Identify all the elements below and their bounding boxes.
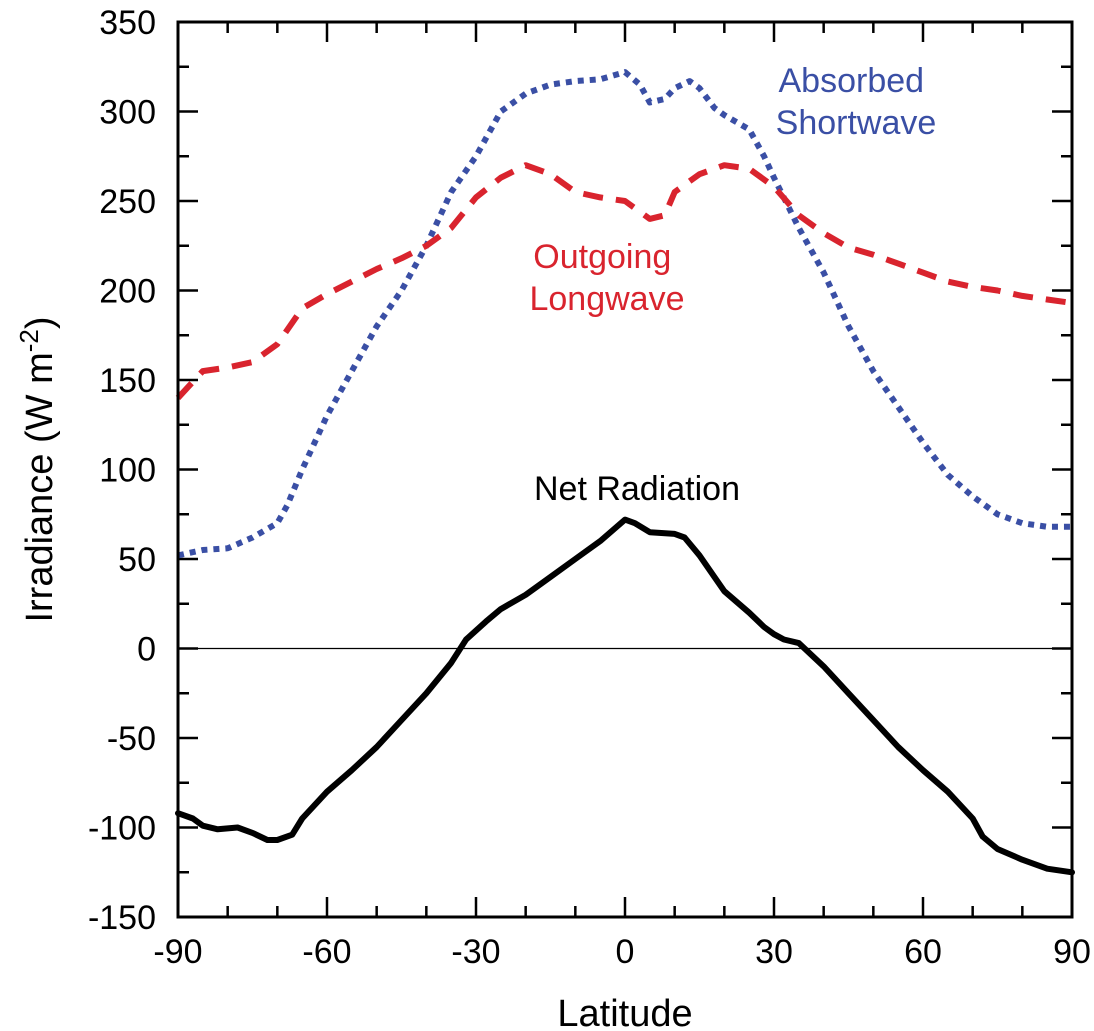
absorbed-shortwave-line — [177, 69, 1072, 559]
y-tick-label: 200 — [99, 273, 156, 311]
y-tick-label: 0 — [137, 631, 156, 669]
y-tick-label: 300 — [99, 94, 156, 132]
y-axis-title-main: Irradiance (W m — [19, 352, 61, 622]
net-radiation-label: Net Radiation — [534, 470, 740, 508]
x-axis-title: Latitude — [557, 993, 692, 1031]
y-axis-title: Irradiance (W m-2) — [14, 316, 61, 622]
y-tick-label: -50 — [107, 720, 156, 758]
y-tick-label: -100 — [88, 810, 156, 848]
x-tick-label: -60 — [302, 933, 351, 971]
y-tick-label: 350 — [99, 4, 156, 42]
y-tick-label: 250 — [99, 183, 156, 221]
x-tick-label: 0 — [616, 933, 635, 971]
series-lines — [175, 69, 1075, 876]
net-radiation-line — [175, 516, 1075, 876]
x-tick-label: 90 — [1053, 933, 1091, 971]
net-radiation-label-line-1: Net Radiation — [534, 470, 740, 508]
outgoing-longwave-label: Outgoing Longwave — [529, 238, 684, 318]
x-tick-label: 60 — [904, 933, 942, 971]
y-tick-label: -150 — [88, 899, 156, 937]
x-tick-label: -30 — [451, 933, 500, 971]
x-tick-label: 30 — [755, 933, 793, 971]
x-tick-label: -90 — [153, 933, 202, 971]
absorbed-shortwave-label-line-1: Absorbed — [779, 62, 925, 100]
outgoing-longwave-label-line-2: Longwave — [529, 280, 684, 318]
plot-frame — [176, 20, 1074, 919]
outgoing-longwave-line — [175, 162, 1073, 400]
absorbed-shortwave-label-line-2: Shortwave — [776, 104, 937, 142]
absorbed-shortwave-label: Absorbed Shortwave — [776, 62, 937, 142]
y-tick-label: 150 — [99, 362, 156, 400]
y-tick-label: 100 — [99, 452, 156, 490]
x-tick-labels: -90 -60 -30 0 30 60 90 — [153, 933, 1090, 971]
outgoing-longwave-label-line-1: Outgoing — [533, 238, 671, 276]
y-tick-labels: -150 -100 -50 0 50 100 150 200 250 300 350 — [88, 4, 156, 937]
y-tick-label: 50 — [118, 541, 156, 579]
y-axis-title-close: ) — [19, 316, 61, 329]
y-axis-title-exponent: -2 — [14, 329, 44, 352]
